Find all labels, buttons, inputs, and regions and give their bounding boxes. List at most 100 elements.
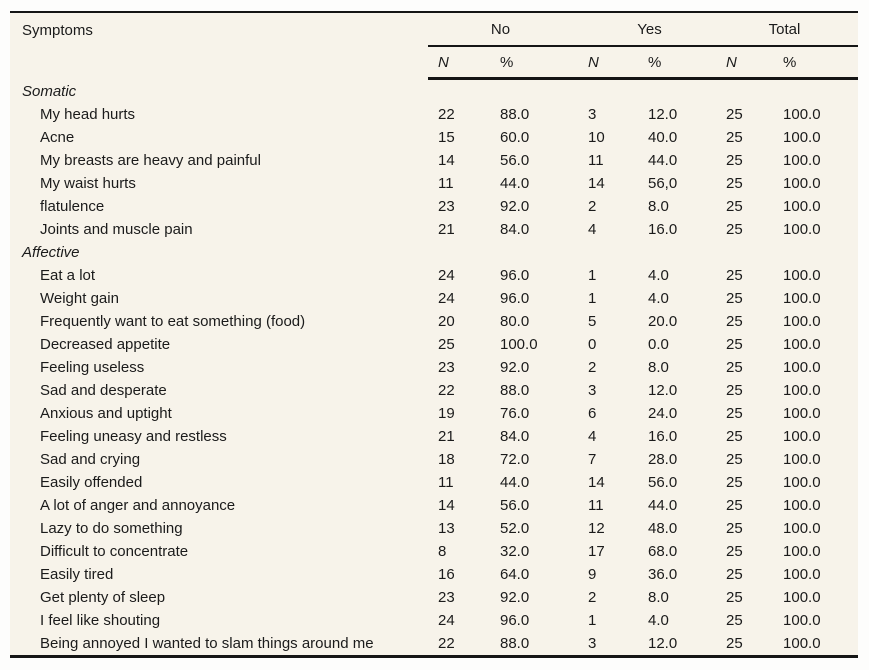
no-pct-cell: 92.0 xyxy=(500,359,530,376)
no-n-cell: 20 xyxy=(438,313,455,330)
total-n-cell: 25 xyxy=(726,313,743,330)
table-row: Easily offended 11 44.0 14 56.0 25 100.0 xyxy=(10,471,858,494)
total-pct-cell: 100.0 xyxy=(783,428,821,445)
yes-pct-cell: 36.0 xyxy=(648,566,678,583)
no-n-cell: 23 xyxy=(438,198,455,215)
no-n-cell: 16 xyxy=(438,566,455,583)
subheader-total-n: N xyxy=(726,46,784,80)
table-row: Sad and desperate 22 88.0 3 12.0 25 100.0 xyxy=(10,379,858,402)
symptom-cell: I feel like shouting xyxy=(40,612,161,629)
no-pct-cell: 88.0 xyxy=(500,106,530,123)
total-n-cell: 25 xyxy=(726,221,743,238)
total-pct-cell: 100.0 xyxy=(783,474,821,491)
group-header-no: No xyxy=(428,13,588,47)
yes-n-cell: 3 xyxy=(588,382,597,399)
subheader-row: N % N % N % xyxy=(10,46,859,80)
total-n-cell: 25 xyxy=(726,267,743,284)
yes-n-cell: 14 xyxy=(588,474,605,491)
total-pct-cell: 100.0 xyxy=(783,451,821,468)
subheader-yes-n: N xyxy=(588,46,648,80)
no-pct-cell: 76.0 xyxy=(500,405,530,422)
no-pct-cell: 96.0 xyxy=(500,612,530,629)
symptom-cell: Feeling uneasy and restless xyxy=(40,428,227,445)
no-n-cell: 8 xyxy=(438,543,447,560)
symptom-cell: My waist hurts xyxy=(40,175,136,192)
total-n-cell: 25 xyxy=(726,336,743,353)
table-row: Frequently want to eat something (food) 2… xyxy=(10,310,858,333)
section-row: Affective xyxy=(10,241,858,264)
group-header-row: Symptoms No Yes Total xyxy=(10,13,859,47)
total-pct-cell: 100.0 xyxy=(783,198,821,215)
symptom-cell: Acne xyxy=(40,129,75,146)
total-pct-cell: 100.0 xyxy=(783,405,821,422)
total-n-cell: 25 xyxy=(726,474,743,491)
section-row: Somatic xyxy=(10,79,858,104)
subheader-no-pct: % xyxy=(500,46,588,80)
yes-pct-cell: 56,0 xyxy=(648,175,678,192)
no-pct-cell: 100.0 xyxy=(500,336,538,353)
table-row: I feel like shouting 24 96.0 1 4.0 25 100.0 xyxy=(10,609,858,632)
total-n-cell: 25 xyxy=(726,198,743,215)
yes-n-cell: 12 xyxy=(588,520,605,537)
table-row: Sad and crying 18 72.0 7 28.0 25 100.0 xyxy=(10,448,858,471)
symptom-cell: My head hurts xyxy=(40,106,136,123)
no-pct-cell: 88.0 xyxy=(500,635,530,652)
symptom-cell: My breasts are heavy and painful xyxy=(40,152,261,169)
yes-pct-cell: 0.0 xyxy=(648,336,669,353)
table-row: flatulence 23 92.0 2 8.0 25 100.0 xyxy=(10,195,858,218)
no-n-cell: 18 xyxy=(438,451,455,468)
symptoms-column-header: Symptoms xyxy=(22,22,93,39)
yes-pct-cell: 44.0 xyxy=(648,152,678,169)
symptom-cell: flatulence xyxy=(40,198,105,215)
table-row: Easily tired 16 64.0 9 36.0 25 100.0 xyxy=(10,563,858,586)
table-row: Eat a lot 24 96.0 1 4.0 25 100.0 xyxy=(10,264,858,287)
no-pct-cell: 44.0 xyxy=(500,474,530,491)
symptom-cell: Lazy to do something xyxy=(40,520,183,537)
total-n-cell: 25 xyxy=(726,405,743,422)
no-n-cell: 11 xyxy=(438,175,454,192)
symptom-cell: Decreased appetite xyxy=(40,336,171,353)
total-pct-cell: 100.0 xyxy=(783,497,821,514)
total-n-cell: 25 xyxy=(726,612,743,629)
yes-pct-cell: 48.0 xyxy=(648,520,678,537)
yes-pct-cell: 4.0 xyxy=(648,612,669,629)
yes-n-cell: 1 xyxy=(588,267,597,284)
yes-pct-cell: 4.0 xyxy=(648,267,669,284)
no-pct-cell: 64.0 xyxy=(500,566,530,583)
symptom-cell: Weight gain xyxy=(40,290,119,307)
total-n-cell: 25 xyxy=(726,428,743,445)
no-n-cell: 15 xyxy=(438,129,455,146)
section-label: Somatic xyxy=(22,83,77,100)
no-n-cell: 23 xyxy=(438,589,455,606)
yes-n-cell: 3 xyxy=(588,635,597,652)
total-n-cell: 25 xyxy=(726,543,743,560)
table-row: Weight gain 24 96.0 1 4.0 25 100.0 xyxy=(10,287,858,310)
yes-n-cell: 7 xyxy=(588,451,597,468)
table-row: Joints and muscle pain 21 84.0 4 16.0 25 100.0 xyxy=(10,218,858,241)
subheader-total-pct: % xyxy=(783,46,859,80)
no-pct-cell: 96.0 xyxy=(500,290,530,307)
yes-n-cell: 3 xyxy=(588,106,597,123)
yes-n-cell: 14 xyxy=(588,175,605,192)
yes-n-cell: 1 xyxy=(588,612,597,629)
yes-pct-cell: 20.0 xyxy=(648,313,678,330)
total-pct-cell: 100.0 xyxy=(783,267,821,284)
no-pct-cell: 92.0 xyxy=(500,589,530,606)
no-n-cell: 22 xyxy=(438,106,455,123)
symptom-cell: Anxious and uptight xyxy=(40,405,172,422)
no-n-cell: 25 xyxy=(438,336,455,353)
yes-n-cell: 5 xyxy=(588,313,597,330)
yes-pct-cell: 8.0 xyxy=(648,198,669,215)
symptom-cell: Sad and desperate xyxy=(40,382,167,399)
yes-n-cell: 4 xyxy=(588,221,597,238)
no-n-cell: 13 xyxy=(438,520,455,537)
no-pct-cell: 96.0 xyxy=(500,267,530,284)
yes-pct-cell: 12.0 xyxy=(648,382,678,399)
symptom-cell: Joints and muscle pain xyxy=(40,221,193,238)
total-pct-cell: 100.0 xyxy=(783,543,821,560)
yes-n-cell: 10 xyxy=(588,129,605,146)
total-n-cell: 25 xyxy=(726,359,743,376)
symptom-cell: Frequently want to eat something (food) xyxy=(40,313,306,330)
total-pct-cell: 100.0 xyxy=(783,635,821,652)
no-n-cell: 22 xyxy=(438,635,455,652)
